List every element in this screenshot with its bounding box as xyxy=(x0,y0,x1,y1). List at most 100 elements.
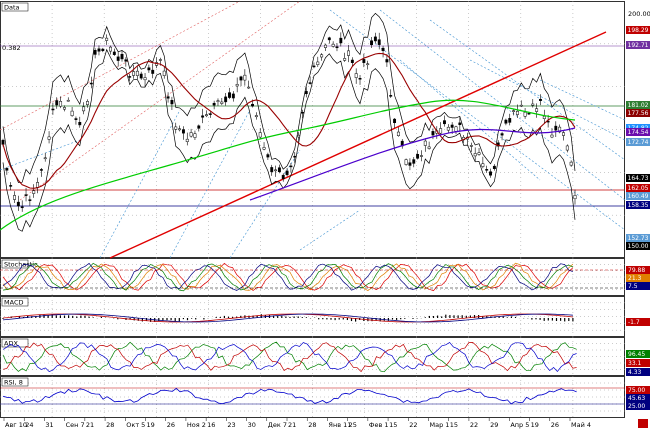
candle-body xyxy=(519,104,523,107)
x-tick-label: 23 xyxy=(227,421,235,429)
candle-body xyxy=(251,103,254,107)
macd-line xyxy=(2,313,573,323)
candle-body xyxy=(105,37,109,41)
candle-body xyxy=(89,82,93,85)
trend-line xyxy=(109,31,607,259)
stochastic-tag-label: 21.3 xyxy=(628,275,642,282)
rsi-tag-bg xyxy=(626,410,650,418)
candle-body xyxy=(266,154,270,158)
candle-body xyxy=(274,169,278,172)
candle-body xyxy=(93,50,97,55)
candle-body xyxy=(512,110,516,112)
candle-body xyxy=(427,146,431,149)
candle-body xyxy=(70,110,74,116)
candle-body xyxy=(308,82,312,84)
price-tag-bg xyxy=(626,26,650,34)
candle-body xyxy=(489,171,492,176)
adx-line xyxy=(2,342,577,373)
price-tag-bg xyxy=(626,242,650,250)
rsi-tag-label: 0.00 xyxy=(628,411,642,418)
candle-body xyxy=(178,128,182,131)
candle-body xyxy=(377,39,381,45)
candle-body xyxy=(366,63,370,66)
candle-body xyxy=(324,44,327,48)
candle-body xyxy=(124,59,128,62)
candle-body xyxy=(446,126,450,131)
fan-line xyxy=(0,0,241,131)
candle-body xyxy=(28,199,32,201)
x-tick-label: 28 xyxy=(106,421,114,429)
x-tick-label: Май 4 xyxy=(571,421,591,429)
candle-body xyxy=(1,139,5,145)
fib-label: 0.382 xyxy=(2,44,21,52)
candle-body xyxy=(197,125,201,129)
candle-body xyxy=(47,136,51,140)
candle-body xyxy=(82,106,86,112)
adx-tag-bg xyxy=(626,368,650,376)
candle-body xyxy=(443,120,446,125)
candle-body xyxy=(135,70,139,76)
price-tag-label: 164.73 xyxy=(628,175,649,182)
stochastic-tag-label: 7.5 xyxy=(628,283,638,290)
candle-body xyxy=(220,101,224,104)
candle-body xyxy=(554,125,558,131)
candle-body xyxy=(74,118,78,120)
x-tick-label: Фев 1 xyxy=(369,421,389,429)
candle-body xyxy=(224,96,228,103)
candle-body xyxy=(473,153,477,157)
macd-tag-label: 10.00 xyxy=(628,303,645,310)
candle-body xyxy=(66,99,70,102)
candle-body xyxy=(358,78,362,80)
price-tag-bg xyxy=(626,109,650,117)
price-tag-label: 177.56 xyxy=(628,110,649,117)
price-tag-bg xyxy=(626,138,650,146)
x-tick-label: 31 xyxy=(45,421,53,429)
candle-body xyxy=(458,122,462,125)
candle-body xyxy=(439,128,443,134)
candle-body xyxy=(331,43,335,47)
price-tag-label: 181.02 xyxy=(628,102,649,109)
fan-line xyxy=(469,59,626,141)
candle-body xyxy=(481,163,485,167)
price-tag-bg xyxy=(626,192,650,200)
adx-line xyxy=(2,341,577,373)
ma-purple xyxy=(249,127,576,201)
ma-green xyxy=(0,99,576,231)
stochastic-tag-label: 79.88 xyxy=(628,267,645,274)
candle-body xyxy=(416,154,420,159)
x-tick-label: 15 xyxy=(450,421,458,429)
candle-body xyxy=(492,165,496,169)
candle-body xyxy=(316,61,320,65)
candle-body xyxy=(228,92,231,98)
candle-body xyxy=(205,114,208,117)
candle-body xyxy=(343,58,347,61)
candle-body xyxy=(515,110,519,115)
candle-body xyxy=(381,47,385,51)
panel-title-box-3 xyxy=(1,338,29,348)
rsi-line xyxy=(2,387,577,405)
candle-body xyxy=(385,59,389,63)
band-upper xyxy=(2,12,576,183)
rsi-tag-bg xyxy=(626,394,650,402)
panel-title-0: Data xyxy=(4,4,20,12)
candle-body xyxy=(139,73,143,79)
stochastic-tag-bg xyxy=(626,282,650,290)
candle-body xyxy=(78,121,82,126)
candle-body xyxy=(170,99,174,105)
candle-body xyxy=(293,155,297,158)
x-tick-label: 28 xyxy=(308,421,316,429)
candle-body xyxy=(120,53,124,60)
price-tag-bg xyxy=(626,101,650,109)
candle-body xyxy=(469,145,473,147)
macd-tag-bg xyxy=(626,302,650,310)
y-tick-label: 200.00 xyxy=(628,10,650,18)
candle-body xyxy=(174,126,178,130)
candle-body xyxy=(16,201,20,207)
candle-body xyxy=(281,174,285,179)
candle-body xyxy=(339,37,343,44)
candle-body xyxy=(538,98,542,101)
candle-body xyxy=(97,48,101,52)
candle-body xyxy=(235,84,239,87)
x-tick-label: Окт 5 xyxy=(126,421,145,429)
